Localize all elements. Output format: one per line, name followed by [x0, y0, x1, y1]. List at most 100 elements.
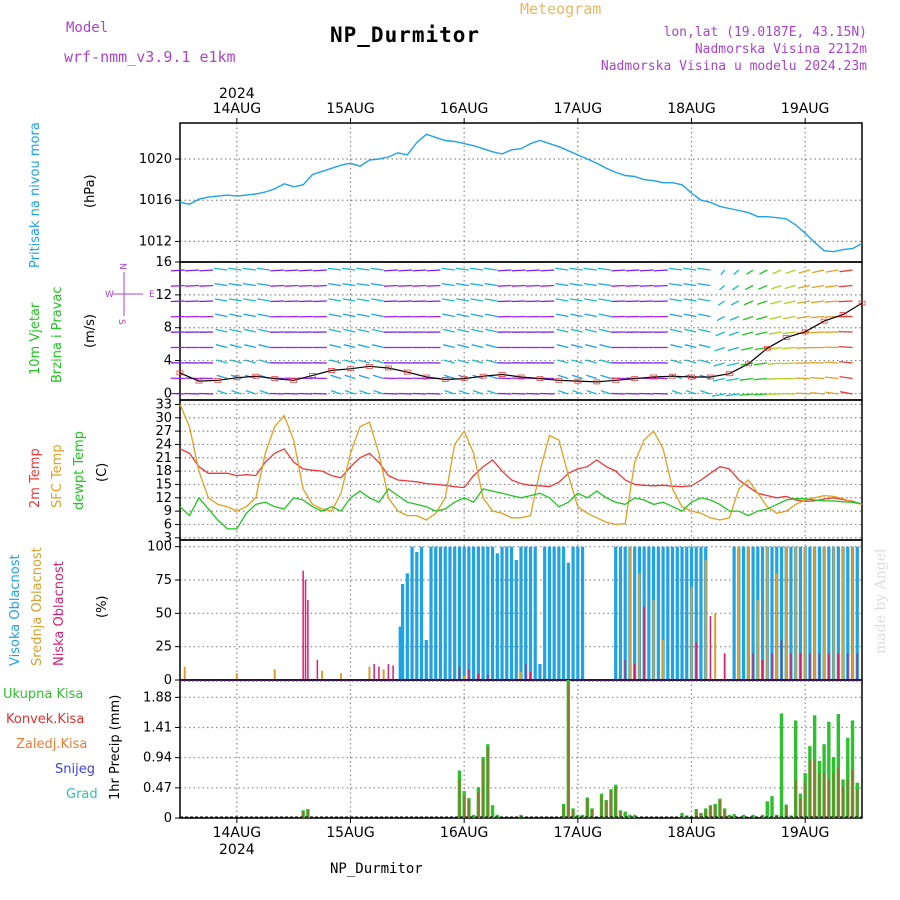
wind-arrow — [653, 300, 668, 303]
wind-arrow — [441, 267, 455, 271]
cloud-bar — [463, 676, 466, 679]
cloud-bar — [490, 546, 495, 679]
wind-arrow — [426, 392, 441, 395]
wind-arrow — [426, 269, 441, 272]
wind-arrow — [344, 359, 356, 364]
wind-arrow — [270, 284, 285, 287]
wind-arrow — [838, 300, 853, 303]
y-tick-label: 1.88 — [143, 690, 172, 705]
cloud-bar — [832, 546, 835, 679]
cloud-bar — [752, 653, 754, 679]
wind-arrow — [570, 313, 583, 318]
wind-arrow — [456, 298, 470, 302]
compass-n: N — [117, 263, 127, 270]
wind-arrow — [653, 284, 668, 287]
cloud-bar — [680, 546, 684, 679]
wind-arrow — [797, 284, 811, 289]
cloud-bar — [524, 664, 527, 679]
cloud-bar — [732, 546, 736, 679]
wind-arrow — [170, 392, 185, 395]
cloud-bar — [543, 546, 547, 679]
wind-arrow — [257, 298, 271, 302]
wind-arrow — [443, 359, 455, 364]
precip-bar — [704, 809, 707, 818]
precip-bar — [793, 720, 798, 818]
wind-arrow — [412, 284, 427, 287]
wind-speed-point — [650, 374, 658, 380]
wind-arrow — [398, 392, 413, 395]
cloud-bar — [823, 546, 826, 679]
wind-arrow — [810, 315, 825, 319]
legend-snow: Snijeg — [55, 762, 95, 777]
precip-bar — [818, 773, 821, 818]
y-tick-label: 0.47 — [143, 781, 172, 796]
cloud-bar — [656, 546, 660, 679]
compass-s: S — [116, 319, 126, 325]
wind-speed-point — [763, 345, 771, 351]
y-tick-label: 21 — [155, 451, 172, 466]
wind-arrow — [242, 267, 256, 271]
wind-arrow — [731, 284, 740, 291]
precip-bar — [827, 779, 830, 818]
wind-arrow — [584, 313, 597, 318]
wind-arrow — [497, 300, 512, 303]
wind-arrow — [329, 344, 342, 349]
date-label-top: 19AUG — [781, 101, 830, 117]
wind-arrow — [511, 269, 526, 272]
wind-arrow — [344, 389, 356, 395]
cloud-bar — [851, 546, 854, 679]
wind-arrow — [785, 269, 796, 275]
precip-bar — [600, 795, 603, 818]
y-tick-label: 0 — [164, 811, 172, 826]
cloud-bar — [405, 573, 409, 679]
cloud-bar — [580, 546, 585, 679]
panel-frame — [179, 399, 863, 541]
wind-arrow — [484, 267, 498, 271]
precip-bar — [842, 785, 845, 818]
cloud-bar — [509, 546, 514, 679]
precip-bar — [605, 801, 608, 818]
wind-arrow — [697, 267, 711, 271]
y-tick-label: 100 — [147, 540, 172, 555]
precip-bar — [619, 811, 622, 818]
y-tick-label: 4 — [164, 354, 172, 369]
wind-speed-point — [612, 377, 620, 383]
wind-arrow — [485, 328, 498, 333]
wind-arrow — [783, 300, 796, 305]
wind-arrow — [726, 362, 739, 367]
wind-arrow — [758, 284, 768, 290]
wind-arrow — [329, 328, 342, 333]
wind-arrow — [796, 315, 810, 319]
y-tick-label: 1016 — [139, 193, 172, 208]
legend-hail: Grad — [66, 787, 98, 802]
wind-speed-point — [801, 329, 809, 335]
wind-speed-point — [688, 374, 695, 380]
precip-bar — [614, 787, 617, 818]
wind-arrow — [742, 315, 754, 321]
cloud-bar — [699, 546, 703, 679]
wind-speed-point — [839, 312, 847, 317]
wind-arrow — [373, 389, 384, 395]
wind-compass-icon: W E N S — [105, 263, 155, 325]
precip-bar — [728, 815, 731, 818]
cloud-bar — [817, 546, 821, 679]
wind-arrow — [284, 284, 299, 287]
wind-arrow — [243, 328, 256, 333]
cloud-bar — [368, 666, 371, 679]
precip-bar — [458, 779, 461, 818]
wind-arrow — [257, 282, 271, 287]
wind-speed-point — [195, 378, 203, 384]
wind-arrow — [586, 389, 597, 395]
y-tick-label: 18 — [155, 464, 172, 479]
date-label-bottom: 14AUG — [213, 825, 262, 841]
wind-arrow — [698, 344, 711, 349]
wind-arrow — [214, 267, 228, 271]
page-title: NP_Durmitor — [330, 23, 481, 47]
wind-arrow — [755, 331, 768, 336]
cloud-bar — [533, 546, 537, 679]
wind-arrow — [383, 284, 398, 287]
wind-arrow — [484, 282, 498, 287]
cloud-bar — [552, 546, 556, 679]
wind-arrow — [569, 267, 583, 271]
